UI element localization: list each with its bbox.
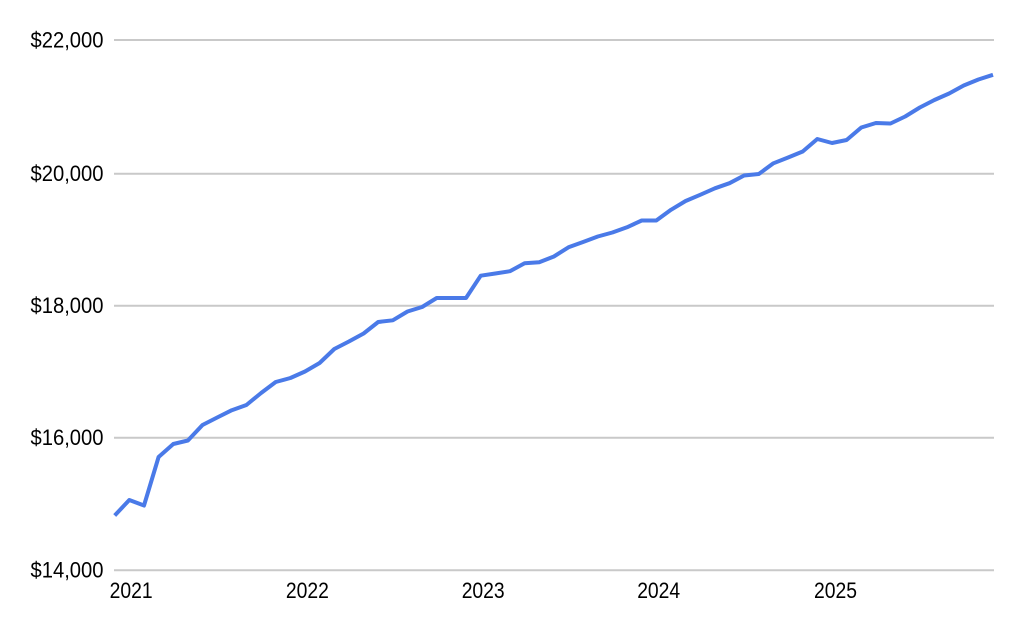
svg-text:$18,000: $18,000 (31, 293, 104, 318)
svg-text:2022: 2022 (286, 578, 329, 603)
svg-text:$14,000: $14,000 (31, 557, 104, 582)
svg-text:2025: 2025 (814, 578, 857, 603)
svg-text:$22,000: $22,000 (31, 27, 104, 52)
svg-text:2024: 2024 (637, 578, 680, 603)
svg-text:2023: 2023 (462, 578, 505, 603)
svg-text:$20,000: $20,000 (31, 161, 104, 186)
svg-text:$16,000: $16,000 (31, 425, 104, 450)
svg-text:2021: 2021 (110, 578, 153, 603)
